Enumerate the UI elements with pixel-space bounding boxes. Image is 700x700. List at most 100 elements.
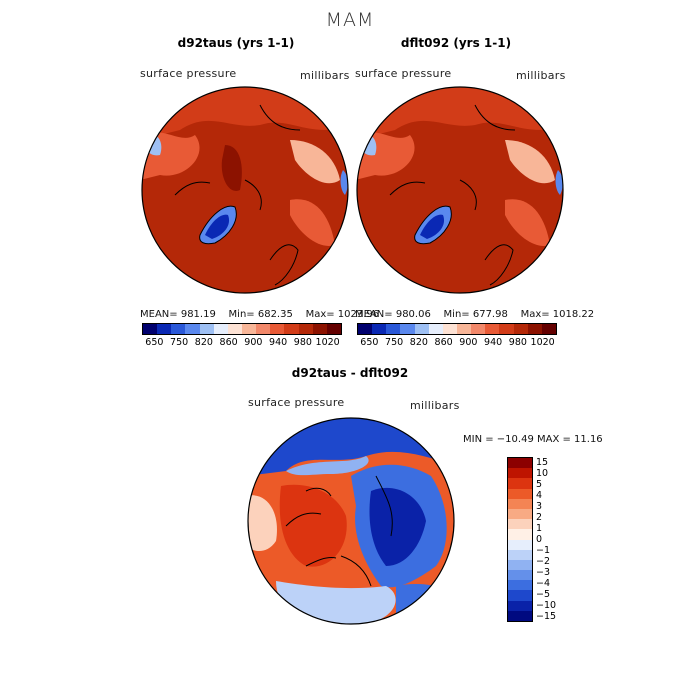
colorbar-tick-label: 860: [434, 337, 453, 348]
colorbar-swatch: [358, 324, 373, 334]
colorbar-tick-label: −4: [536, 578, 551, 589]
field-contour-max: [221, 145, 242, 191]
colorbar-swatch: [185, 324, 200, 334]
colorbar-swatch: [442, 324, 457, 334]
field-contour-center-high: [279, 484, 347, 567]
panel-2-colorbar-ticks: 650 750 820 860 900 940 980 1020: [357, 337, 555, 348]
panel-1-variable-label: surface pressure: [140, 67, 237, 80]
colorbar-tick-label: −2: [536, 556, 551, 567]
field-contour-pale: [505, 140, 555, 184]
colorbar-swatch: [456, 324, 472, 334]
colorbar-tick-label: 5: [536, 479, 543, 490]
colorbar-tick-label: 650: [145, 337, 164, 348]
panel-2-stats: MEAN= 980.06 Min= 677.98 Max= 1018.22: [355, 309, 594, 320]
panel-2-variable-label: surface pressure: [355, 67, 452, 80]
field-contour-south-weak: [276, 581, 396, 624]
colorbar-tick-label: 3: [536, 501, 543, 512]
colorbar-swatch: [298, 324, 313, 334]
diff-panel-variable-label: surface pressure: [248, 396, 345, 409]
colorbar-swatch: [471, 324, 486, 334]
field-contour-north-weak: [286, 456, 369, 476]
colorbar-swatch: [199, 324, 214, 334]
colorbar-swatch: [508, 549, 532, 560]
field-contour-greenland-min: [205, 214, 230, 239]
colorbar-swatch: [485, 324, 500, 334]
colorbar-tick-label: 980: [508, 337, 527, 348]
panel-2-max: Max= 1018.22: [520, 309, 595, 320]
field-contour-east-min: [369, 487, 426, 566]
panel-1-mean: MEAN= 981.19: [140, 309, 216, 320]
colorbar-swatch: [508, 529, 532, 540]
colorbar-swatch: [508, 519, 532, 530]
colorbar-swatch: [508, 559, 532, 571]
panel-2-title: dflt092 (yrs 1-1): [400, 36, 512, 50]
colorbar-swatch: [157, 324, 172, 334]
colorbar-swatch: [508, 580, 532, 591]
colorbar-swatch: [143, 324, 158, 334]
colorbar-swatch: [400, 324, 415, 334]
map-border: [356, 86, 564, 294]
colorbar-tick-label: 750: [170, 337, 189, 348]
colorbar-swatch: [508, 570, 532, 581]
field-contour-warm-2: [505, 199, 550, 246]
panel-2-units-label: millibars: [516, 69, 566, 82]
colorbar-swatch: [527, 324, 542, 334]
panel-2-polar-map: [356, 86, 564, 294]
colorbar-swatch: [241, 324, 257, 334]
colorbar-tick-label: 940: [269, 337, 288, 348]
panel-1-polar-map: [141, 86, 349, 294]
colorbar-swatch: [508, 478, 532, 489]
panel-1-max: Max= 1023.96: [305, 309, 380, 320]
colorbar-tick-label: 1020: [530, 337, 555, 348]
colorbar-tick-label: 900: [459, 337, 478, 348]
diff-panel-units-label: millibars: [410, 399, 460, 412]
field-contour-west-weak: [248, 495, 277, 551]
coastlines: [285, 475, 393, 587]
colorbar-swatch: [508, 488, 532, 499]
colorbar-swatch: [227, 324, 242, 334]
colorbar-tick-label: −5: [536, 589, 551, 600]
panel-1-units-label: millibars: [300, 69, 350, 82]
colorbar-swatch: [508, 590, 532, 601]
colorbar-tick-label: 10: [536, 468, 549, 479]
diff-colorbar: [507, 457, 533, 622]
season-title: MAM: [325, 9, 375, 31]
map-border: [141, 86, 349, 294]
colorbar-tick-label: 4: [536, 490, 543, 501]
colorbar-swatch: [171, 324, 186, 334]
colorbar-swatch: [541, 324, 556, 334]
colorbar-tick-label: −15: [536, 611, 557, 622]
panel-2-mean: MEAN= 980.06: [355, 309, 431, 320]
colorbar-swatch: [508, 539, 532, 550]
colorbar-swatch: [256, 324, 271, 334]
colorbar-tick-label: 900: [244, 337, 263, 348]
coastlines: [389, 104, 516, 286]
colorbar-tick-label: 940: [484, 337, 503, 348]
colorbar-swatch: [513, 324, 528, 334]
colorbar-swatch: [508, 600, 532, 611]
map-border: [247, 417, 455, 625]
colorbar-swatch: [312, 324, 327, 334]
colorbar-swatch: [372, 324, 387, 334]
colorbar-swatch: [508, 458, 532, 469]
diff-panel-title: d92taus - dflt092: [291, 366, 409, 380]
colorbar-swatch: [386, 324, 401, 334]
panel-1-stats: MEAN= 981.19 Min= 682.35 Max= 1023.96: [140, 309, 379, 320]
panel-2-colorbar: [357, 323, 557, 335]
colorbar-swatch: [284, 324, 299, 334]
panel-2-min: Min= 677.98: [443, 309, 508, 320]
colorbar-swatch: [326, 324, 341, 334]
colorbar-swatch: [270, 324, 285, 334]
field-contour-warm-2: [290, 199, 335, 246]
colorbar-tick-label: −1: [536, 545, 551, 556]
colorbar-tick-label: 2: [536, 512, 543, 523]
colorbar-swatch: [508, 468, 532, 479]
panel-1-colorbar: [142, 323, 342, 335]
panel-1-title: d92taus (yrs 1-1): [177, 36, 295, 50]
colorbar-tick-label: 860: [219, 337, 238, 348]
colorbar-swatch: [213, 324, 228, 334]
colorbar-tick-label: 820: [194, 337, 213, 348]
colorbar-tick-label: 820: [409, 337, 428, 348]
colorbar-tick-label: 980: [293, 337, 312, 348]
colorbar-tick-label: 650: [360, 337, 379, 348]
